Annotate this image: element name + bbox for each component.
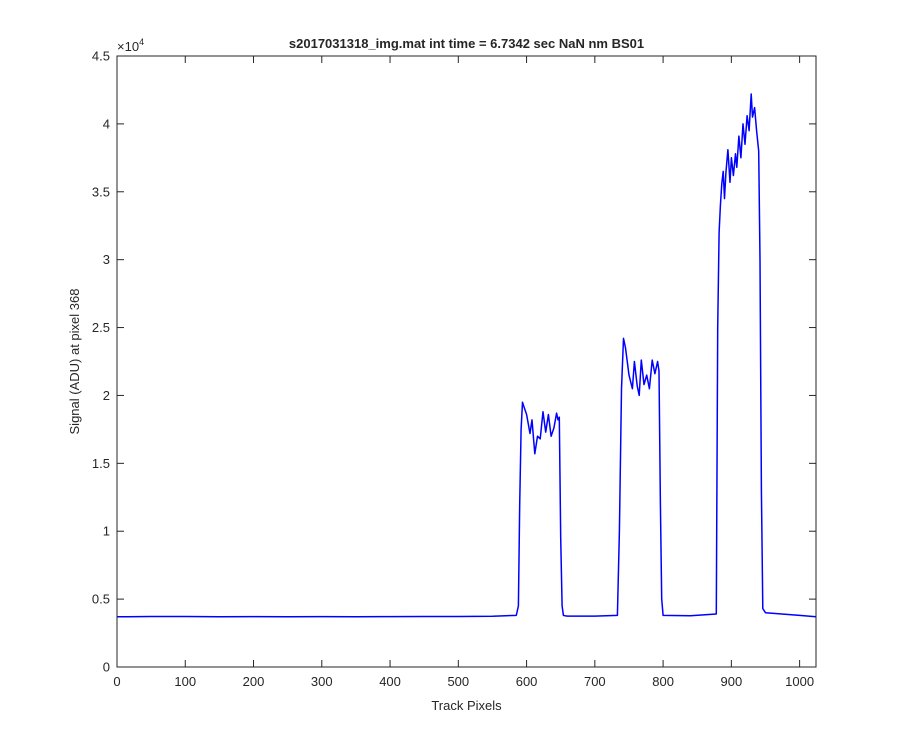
x-tick-label: 1000 [785,674,814,689]
x-tick-label: 800 [652,674,674,689]
y-tick-label: 1.5 [92,456,110,471]
axes-background [117,56,816,667]
y-axis-ticks: 0 0.5 1 1.5 2 2.5 3 3.5 4 4.5 [92,49,816,675]
series-layer [116,93,817,618]
y-axis-exponent-power: 4 [139,37,144,47]
y-axis-exponent-base: ×10 [117,39,139,54]
y-tick-label: 2.5 [92,320,110,335]
x-tick-label: 0 [113,674,120,689]
x-tick-label: 700 [584,674,606,689]
axes-box [116,55,817,668]
y-axis-label: Signal (ADU) at pixel 368 [67,289,82,435]
y-tick-label: 4.5 [92,49,110,64]
y-tick-label: 0.5 [92,592,110,607]
chart-title: s2017031318_img.mat int time = 6.7342 se… [289,36,644,51]
x-tick-label: 400 [379,674,401,689]
x-axis-ticks: 0 100 200 300 400 500 600 700 800 900 1000 [113,56,814,689]
y-tick-label: 1 [103,524,110,539]
y-tick-label: 0 [103,660,110,675]
series-line [116,93,817,618]
y-tick-label: 3 [103,252,110,267]
x-tick-label: 500 [447,674,469,689]
x-axis-label: Track Pixels [431,698,502,713]
x-tick-label: 900 [721,674,743,689]
y-tick-label: 2 [103,388,110,403]
x-tick-label: 200 [243,674,265,689]
y-tick-label: 3.5 [92,184,110,199]
x-tick-label: 100 [174,674,196,689]
x-tick-label: 600 [516,674,538,689]
y-tick-label: 4 [103,116,110,131]
x-tick-label: 300 [311,674,333,689]
y-axis-exponent: ×104 [117,37,144,54]
